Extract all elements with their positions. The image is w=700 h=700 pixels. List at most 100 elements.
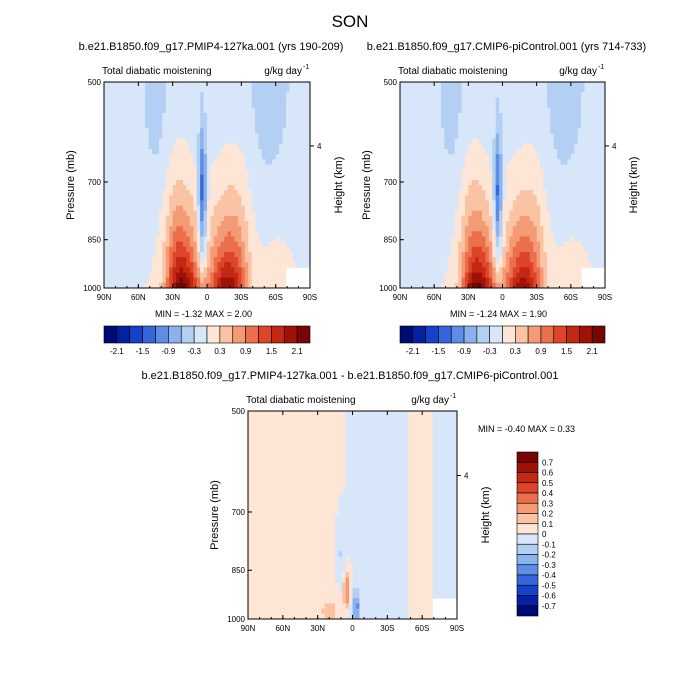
- contour-cell: [444, 128, 449, 134]
- contour-cell: [536, 164, 541, 170]
- contour-cell: [492, 107, 497, 114]
- contour-cell: [124, 123, 129, 129]
- contour-cell: [193, 195, 198, 201]
- contour-cell: [241, 251, 246, 258]
- contour-cell: [584, 102, 589, 109]
- contour-cell: [533, 226, 538, 232]
- contour-cell: [464, 190, 469, 196]
- contour-cell: [213, 272, 218, 279]
- contour-cell: [193, 246, 198, 253]
- contour-cell: [241, 190, 246, 196]
- contour-cell: [186, 231, 191, 237]
- contour-cell: [306, 246, 311, 253]
- contour-cell: [179, 190, 184, 196]
- contour-cell: [505, 87, 510, 93]
- contour-cell: [429, 411, 434, 417]
- contour-cell: [570, 262, 575, 268]
- contour-cell: [169, 143, 174, 150]
- contour-cell: [224, 169, 228, 176]
- contour-cell: [155, 195, 160, 201]
- contour-cell: [413, 97, 418, 103]
- contour-cell: [478, 169, 483, 176]
- contour-cell: [451, 107, 456, 114]
- contour-cell: [430, 221, 435, 227]
- contour-cell: [461, 246, 466, 253]
- contour-cell: [430, 190, 435, 196]
- contour-cell: [523, 205, 527, 212]
- contour-cell: [268, 159, 273, 165]
- contour-cell: [182, 282, 187, 289]
- contour-cell: [213, 195, 218, 201]
- contour-cell: [464, 272, 469, 279]
- contour-cell: [417, 154, 421, 160]
- contour-cell: [546, 231, 551, 237]
- contour-cell: [158, 128, 163, 134]
- contour-cell: [437, 251, 442, 258]
- contour-cell: [574, 82, 579, 88]
- contour-cell: [499, 118, 503, 124]
- contour-cell: [546, 138, 551, 145]
- contour-cell: [464, 179, 469, 186]
- contour-cell: [447, 148, 452, 155]
- contour-cell: [158, 174, 163, 181]
- contour-cell: [499, 112, 503, 119]
- contour-cell: [176, 210, 180, 217]
- contour-cell: [380, 411, 385, 417]
- contour-cell: [114, 123, 119, 129]
- contour-cell: [468, 174, 473, 181]
- contour-cell: [104, 195, 108, 201]
- contour-cell: [251, 87, 256, 93]
- contour-cell: [495, 205, 500, 212]
- contour-cell: [427, 251, 432, 258]
- contour-cell: [254, 416, 259, 422]
- contour-cell: [248, 118, 253, 124]
- contour-cell: [169, 210, 174, 217]
- contour-cell: [434, 107, 438, 114]
- contour-cell: [461, 148, 466, 155]
- contour-cell: [179, 221, 184, 227]
- contour-cell: [458, 277, 462, 284]
- contour-cell: [570, 133, 575, 140]
- contour-cell: [165, 195, 170, 201]
- contour-cell: [495, 118, 500, 124]
- contour-cell: [437, 215, 442, 222]
- contour-cell: [475, 97, 479, 103]
- contour-cell: [502, 154, 507, 160]
- contour-cell: [557, 190, 561, 196]
- contour-cell: [567, 195, 572, 201]
- contour-cell: [420, 107, 425, 114]
- contour-cell: [519, 200, 524, 206]
- contour-cell: [306, 210, 311, 217]
- contour-cell: [138, 215, 143, 222]
- contour-cell: [169, 112, 174, 119]
- contour-cell: [502, 107, 507, 114]
- contour-cell: [430, 246, 435, 253]
- contour-cell: [475, 262, 479, 268]
- contour-cell: [303, 164, 307, 170]
- contour-cell: [454, 82, 459, 88]
- contour-cell: [104, 118, 108, 124]
- contour-cell: [121, 179, 125, 186]
- contour-cell: [255, 164, 259, 170]
- contour-cell: [224, 102, 228, 109]
- contour-cell: [423, 226, 428, 232]
- contour-cell: [523, 159, 527, 165]
- contour-cell: [155, 148, 160, 155]
- contour-cell: [251, 190, 256, 196]
- contour-cell: [478, 236, 483, 243]
- contour-cell: [478, 102, 483, 109]
- contour-cell: [121, 282, 125, 289]
- contour-cell: [110, 169, 115, 176]
- contour-cell: [567, 185, 572, 191]
- contour-cell: [499, 92, 503, 98]
- contour-cell: [241, 262, 246, 268]
- contour-cell: [176, 257, 180, 263]
- contour-cell: [138, 118, 143, 124]
- contour-cell: [182, 143, 187, 150]
- contour-cell: [478, 174, 483, 181]
- contour-cell: [410, 174, 415, 181]
- contour-cell: [227, 138, 232, 145]
- contour-cell: [258, 128, 263, 134]
- contour-cell: [543, 262, 548, 268]
- contour-cell: [114, 282, 119, 289]
